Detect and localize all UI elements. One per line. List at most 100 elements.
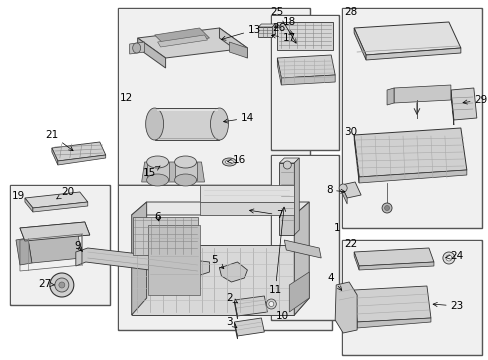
Text: 7: 7: [249, 209, 282, 220]
Text: 28: 28: [344, 7, 357, 17]
Bar: [118, 185, 331, 330]
Polygon shape: [277, 58, 281, 85]
Polygon shape: [294, 158, 299, 235]
Polygon shape: [353, 135, 358, 183]
Text: 27: 27: [38, 279, 54, 289]
Polygon shape: [272, 24, 275, 37]
Polygon shape: [131, 202, 308, 215]
Text: 2: 2: [225, 293, 237, 303]
Polygon shape: [219, 262, 247, 282]
Circle shape: [266, 299, 276, 309]
Circle shape: [50, 273, 74, 297]
Ellipse shape: [146, 156, 168, 168]
Circle shape: [445, 255, 451, 261]
Polygon shape: [234, 322, 237, 339]
Ellipse shape: [222, 158, 236, 166]
Bar: [277, 22, 332, 50]
Polygon shape: [76, 248, 209, 276]
Polygon shape: [358, 262, 433, 270]
Text: 25: 25: [270, 7, 296, 43]
Bar: [343, 241, 480, 354]
Polygon shape: [20, 222, 90, 241]
Polygon shape: [258, 24, 275, 27]
Text: 21: 21: [45, 130, 73, 151]
Polygon shape: [157, 35, 207, 47]
Text: 12: 12: [120, 93, 133, 103]
Ellipse shape: [210, 108, 228, 140]
Circle shape: [268, 302, 273, 306]
Text: 8: 8: [325, 185, 345, 195]
Text: 9: 9: [74, 241, 82, 251]
Polygon shape: [229, 42, 247, 58]
Text: 17: 17: [271, 33, 295, 43]
Text: 1: 1: [333, 223, 340, 233]
Polygon shape: [16, 238, 32, 265]
Polygon shape: [234, 300, 237, 319]
Ellipse shape: [225, 160, 233, 164]
Polygon shape: [356, 318, 430, 328]
Polygon shape: [147, 225, 199, 295]
Polygon shape: [353, 290, 356, 328]
Circle shape: [283, 161, 291, 169]
Polygon shape: [353, 128, 466, 177]
Text: 18: 18: [274, 17, 295, 28]
Ellipse shape: [132, 43, 141, 53]
Polygon shape: [353, 22, 460, 55]
Bar: [11, 186, 108, 304]
Polygon shape: [131, 298, 308, 315]
Polygon shape: [334, 282, 356, 333]
Polygon shape: [284, 240, 321, 258]
Circle shape: [339, 184, 346, 192]
Bar: [10, 185, 109, 305]
Text: 24: 24: [445, 251, 463, 261]
Polygon shape: [131, 202, 146, 315]
Bar: [272, 16, 338, 149]
Text: 4: 4: [327, 273, 341, 291]
Text: 14: 14: [223, 113, 253, 123]
Polygon shape: [52, 142, 105, 161]
Bar: [119, 186, 330, 329]
Bar: [174, 162, 196, 180]
Text: 19: 19: [12, 191, 25, 201]
Text: 16: 16: [227, 155, 245, 165]
Polygon shape: [129, 42, 144, 54]
Polygon shape: [25, 192, 88, 208]
Polygon shape: [28, 233, 81, 263]
Polygon shape: [138, 38, 165, 68]
Polygon shape: [366, 48, 460, 60]
Polygon shape: [353, 248, 433, 266]
Polygon shape: [234, 296, 267, 316]
Polygon shape: [358, 170, 466, 183]
Polygon shape: [131, 245, 294, 315]
Ellipse shape: [174, 174, 196, 186]
Polygon shape: [281, 75, 334, 85]
Ellipse shape: [174, 156, 196, 168]
Text: 10: 10: [275, 311, 288, 321]
Polygon shape: [393, 85, 450, 103]
Polygon shape: [277, 55, 334, 78]
Text: 15: 15: [142, 166, 160, 178]
Bar: [118, 8, 309, 185]
Polygon shape: [154, 28, 209, 45]
Bar: [119, 9, 308, 184]
Text: 22: 22: [344, 239, 357, 249]
Polygon shape: [386, 88, 393, 105]
Polygon shape: [279, 158, 299, 163]
Polygon shape: [341, 182, 360, 198]
Bar: [146, 162, 168, 180]
Polygon shape: [234, 318, 264, 336]
Text: 13: 13: [221, 25, 261, 40]
Polygon shape: [20, 222, 90, 241]
Ellipse shape: [145, 108, 163, 140]
Polygon shape: [353, 286, 430, 322]
Bar: [272, 156, 338, 319]
Polygon shape: [33, 202, 88, 212]
Text: 6: 6: [154, 212, 161, 222]
Polygon shape: [341, 185, 346, 204]
Text: 20: 20: [57, 187, 74, 199]
Polygon shape: [199, 202, 294, 215]
Bar: [132, 217, 197, 255]
Text: 5: 5: [211, 255, 224, 269]
Text: 3: 3: [225, 317, 236, 328]
Polygon shape: [52, 148, 58, 165]
